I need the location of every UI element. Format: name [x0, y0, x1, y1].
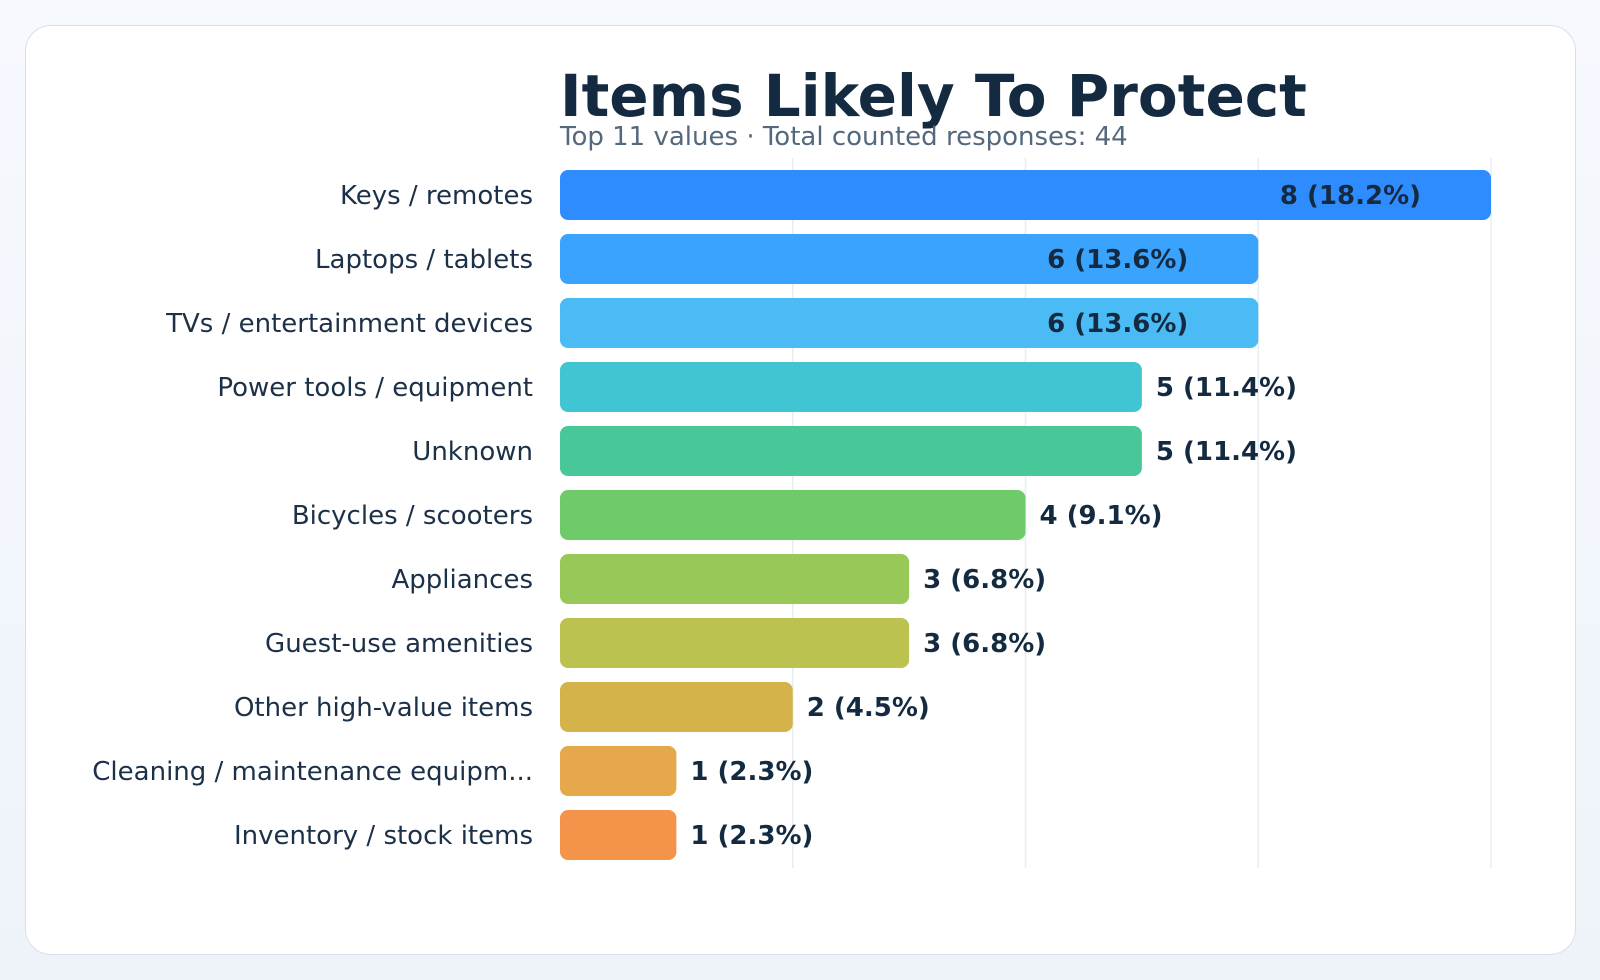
data-label: 3 (6.8%) — [923, 629, 1046, 659]
bar — [560, 490, 1026, 540]
data-label: 1 (2.3%) — [690, 757, 813, 787]
category-label: Inventory / stock items — [234, 821, 533, 851]
category-label: Cleaning / maintenance equipm... — [92, 757, 533, 787]
category-label: Bicycles / scooters — [292, 501, 533, 531]
data-label: 5 (11.4%) — [1156, 373, 1297, 403]
bar — [560, 426, 1142, 476]
data-label: 2 (4.5%) — [807, 693, 930, 723]
bar — [560, 362, 1142, 412]
data-label: 6 (13.6%) — [1047, 245, 1188, 275]
bar — [560, 682, 793, 732]
bar — [560, 234, 1259, 284]
bar — [560, 298, 1259, 348]
bar — [560, 554, 910, 604]
chart-subtitle: Top 11 values · Total counted responses:… — [560, 122, 1128, 152]
data-label: 4 (9.1%) — [1040, 501, 1163, 531]
bar — [560, 746, 677, 796]
data-label: 1 (2.3%) — [690, 821, 813, 851]
category-label: Other high-value items — [234, 693, 533, 723]
bar — [560, 170, 1491, 220]
category-label: Keys / remotes — [340, 181, 533, 211]
category-label: Laptops / tablets — [315, 245, 533, 275]
bar — [560, 618, 910, 668]
category-label: Unknown — [412, 437, 533, 467]
category-label: Power tools / equipment — [217, 373, 533, 403]
data-label: 6 (13.6%) — [1047, 309, 1188, 339]
data-label: 5 (11.4%) — [1156, 437, 1297, 467]
category-label: Appliances — [392, 565, 534, 595]
data-label: 3 (6.8%) — [923, 565, 1046, 595]
chart-title: Items Likely To Protect — [560, 62, 1307, 130]
bar — [560, 810, 677, 860]
category-label: Guest-use amenities — [265, 629, 533, 659]
data-label: 8 (18.2%) — [1280, 181, 1421, 211]
category-label: TVs / entertainment devices — [165, 309, 533, 339]
